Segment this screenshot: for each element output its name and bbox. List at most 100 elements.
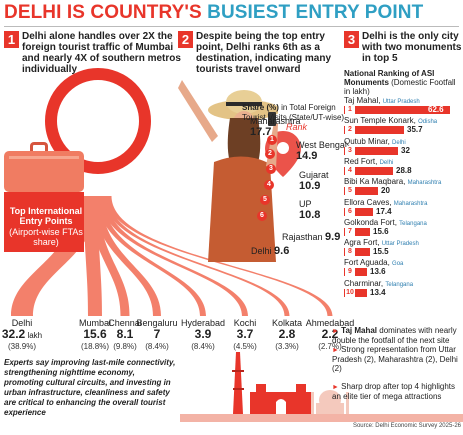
monument-state: Delhi [379,159,394,166]
monument-title: Sun Temple Konark, [344,116,419,126]
monument-bar [344,227,370,236]
monument-row: Sun Temple Konark, Odisha 2 35.7 [344,116,462,138]
monument-rank: 2 [345,126,355,135]
state-share-value: 14.9 [296,150,318,162]
monument-name: Charminar, Telangana [344,279,413,290]
rank-legend-label: Rank [286,122,308,132]
taj-mahal-base [316,403,344,414]
monument-state: Uttar Pradesh [381,241,419,248]
monument-state: Telangana [385,281,414,288]
tourist-photo [178,80,278,262]
monument-bar [344,248,370,257]
state-name: West Bengal [296,140,347,150]
entry-point-delhi: Delhi 32.2 lakh (38.9%) [0,318,51,352]
monument-bar [344,207,373,216]
monument-row: Golkonda Fort, Telangana 7 15.6 [344,218,462,240]
monument-value: 35.7 [407,125,423,135]
state-name: Maharashtra [250,116,301,126]
rank-marker: 1 [267,135,277,145]
takeaway-text: Sharp drop after top 4 highlights an eli… [332,382,456,401]
monument-value: 32 [401,145,410,155]
entry-points-title: Top International Entry Points [9,206,83,226]
takeaway-highlight: Taj Mahal [341,326,378,335]
monument-title: Qutub Minar, [344,136,393,146]
monument-state: Telangana [399,220,427,227]
state-share-gujarat: Gujarat 10.9 [299,170,329,192]
ground-strip [180,414,463,422]
section-2-number: 2 [178,31,193,48]
monument-title: Charminar, [344,278,386,288]
rank-marker: 4 [264,180,274,190]
section-1-number: 1 [4,31,19,48]
state-share-rajasthan: Rajasthan 9.9 [282,231,341,243]
qutub-minar-tier-1 [232,370,244,372]
monument-state: Uttar Pradesh [382,99,420,105]
entry-points-tag [4,192,84,240]
entry-point-mumbai: Mumbai 15.6 (18.8%) [70,318,120,352]
state-share-value: 10.9 [299,180,321,192]
state-share-west-bengal: West Bengal 14.9 [296,140,347,162]
state-name: Gujarat [299,170,329,180]
monument-name: Fort Aguada, Goa [344,258,403,269]
asi-ranking-subtitle: (Domestic Footfall in lakh) [344,78,456,96]
headline-part-2: BUSIEST ENTRY POINT [207,2,424,23]
entry-point-kochi: Kochi 3.7 (4.5%) [225,318,265,352]
monument-rank: 3 [345,146,355,155]
takeaway-item: ► Sharp drop after top 4 highlights an e… [332,382,460,401]
monument-state: Goa [392,261,404,268]
monument-title: Fort Aguada, [344,258,393,268]
asi-ranking-title: National Ranking of ASI Monuments (Domes… [344,69,462,96]
phone-icon [268,112,276,126]
monument-row: Red Fort, Delhi 4 28.8 [344,157,462,179]
entry-point-share: (3.3%) [275,342,299,351]
entry-point-value: 3.7 [225,328,265,342]
monument-row: Agra Fort, Uttar Pradesh 8 15.5 [344,238,462,260]
entry-point-value: 2.8 [265,328,309,342]
section-1-text: Delhi alone handles over 2X the foreign … [22,31,181,75]
entry-point-name: Chennai [108,318,142,328]
rank-marker: 6 [257,211,267,221]
entry-point-name: Kochi [233,318,257,328]
entry-point-value: 3.9 [181,328,225,342]
monument-state: Maharashtra [407,180,442,187]
entry-point-value: 15.6 [70,328,120,342]
red-ring-art [45,68,151,174]
entry-point-ahmedabad: Ahmedabad 2.2 (2.7%) [304,318,356,352]
entry-point-number: 2.8 [278,327,296,341]
triangle-bullet-icon: ► [332,328,339,335]
entry-points-tag-base [4,240,84,252]
traffic-stream [93,196,161,316]
monument-title: Agra Fort, [344,238,382,248]
entry-point-share: (9.8%) [113,342,137,351]
state-share-up: UP 10.8 [299,199,320,221]
red-fort-tower-left [256,384,266,394]
entry-point-share: (2.7%) [318,342,342,351]
expert-note: Experts say improving last-mile connecti… [4,358,176,417]
state-share-value: 9.6 [274,245,290,257]
monument-title: Red Fort, [344,156,380,166]
entry-points-subtitle: (Airport-wise FTAs share) [9,227,83,247]
section-3-number: 3 [344,31,359,48]
entry-point-unit: lakh [25,331,43,340]
takeaway-item: ► Strong representation from Uttar Prade… [332,345,460,373]
monument-bar [344,106,450,114]
entry-point-value: 7 [135,328,179,342]
state-name: Rajasthan [282,232,323,242]
entry-point-number: 3.7 [236,327,254,341]
takeaway-text: dominates with nearly double the footfal… [332,326,457,345]
rank-marker: 3 [266,164,276,174]
entry-point-number: 32.2 [1,327,26,341]
state-share-value: 9.9 [325,231,341,243]
monument-name: Bibi Ka Maqbara, Maharashtra [344,177,441,188]
monument-name: Qutub Minar, Delhi [344,137,406,148]
monument-row: Qutub Minar, Delhi 3 32 [344,137,462,159]
monument-name: Taj Mahal, Uttar Pradesh [344,96,420,107]
monument-rank: 4 [345,166,355,175]
taj-mahal-minaret-left [311,392,314,414]
qutub-minar-illustration [233,352,243,414]
entry-point-share: (8.4%) [191,342,215,351]
entry-point-bengaluru: Bengaluru 7 (8.4%) [135,318,179,352]
monument-bar [344,146,398,155]
tourist-arm-left [178,80,218,142]
